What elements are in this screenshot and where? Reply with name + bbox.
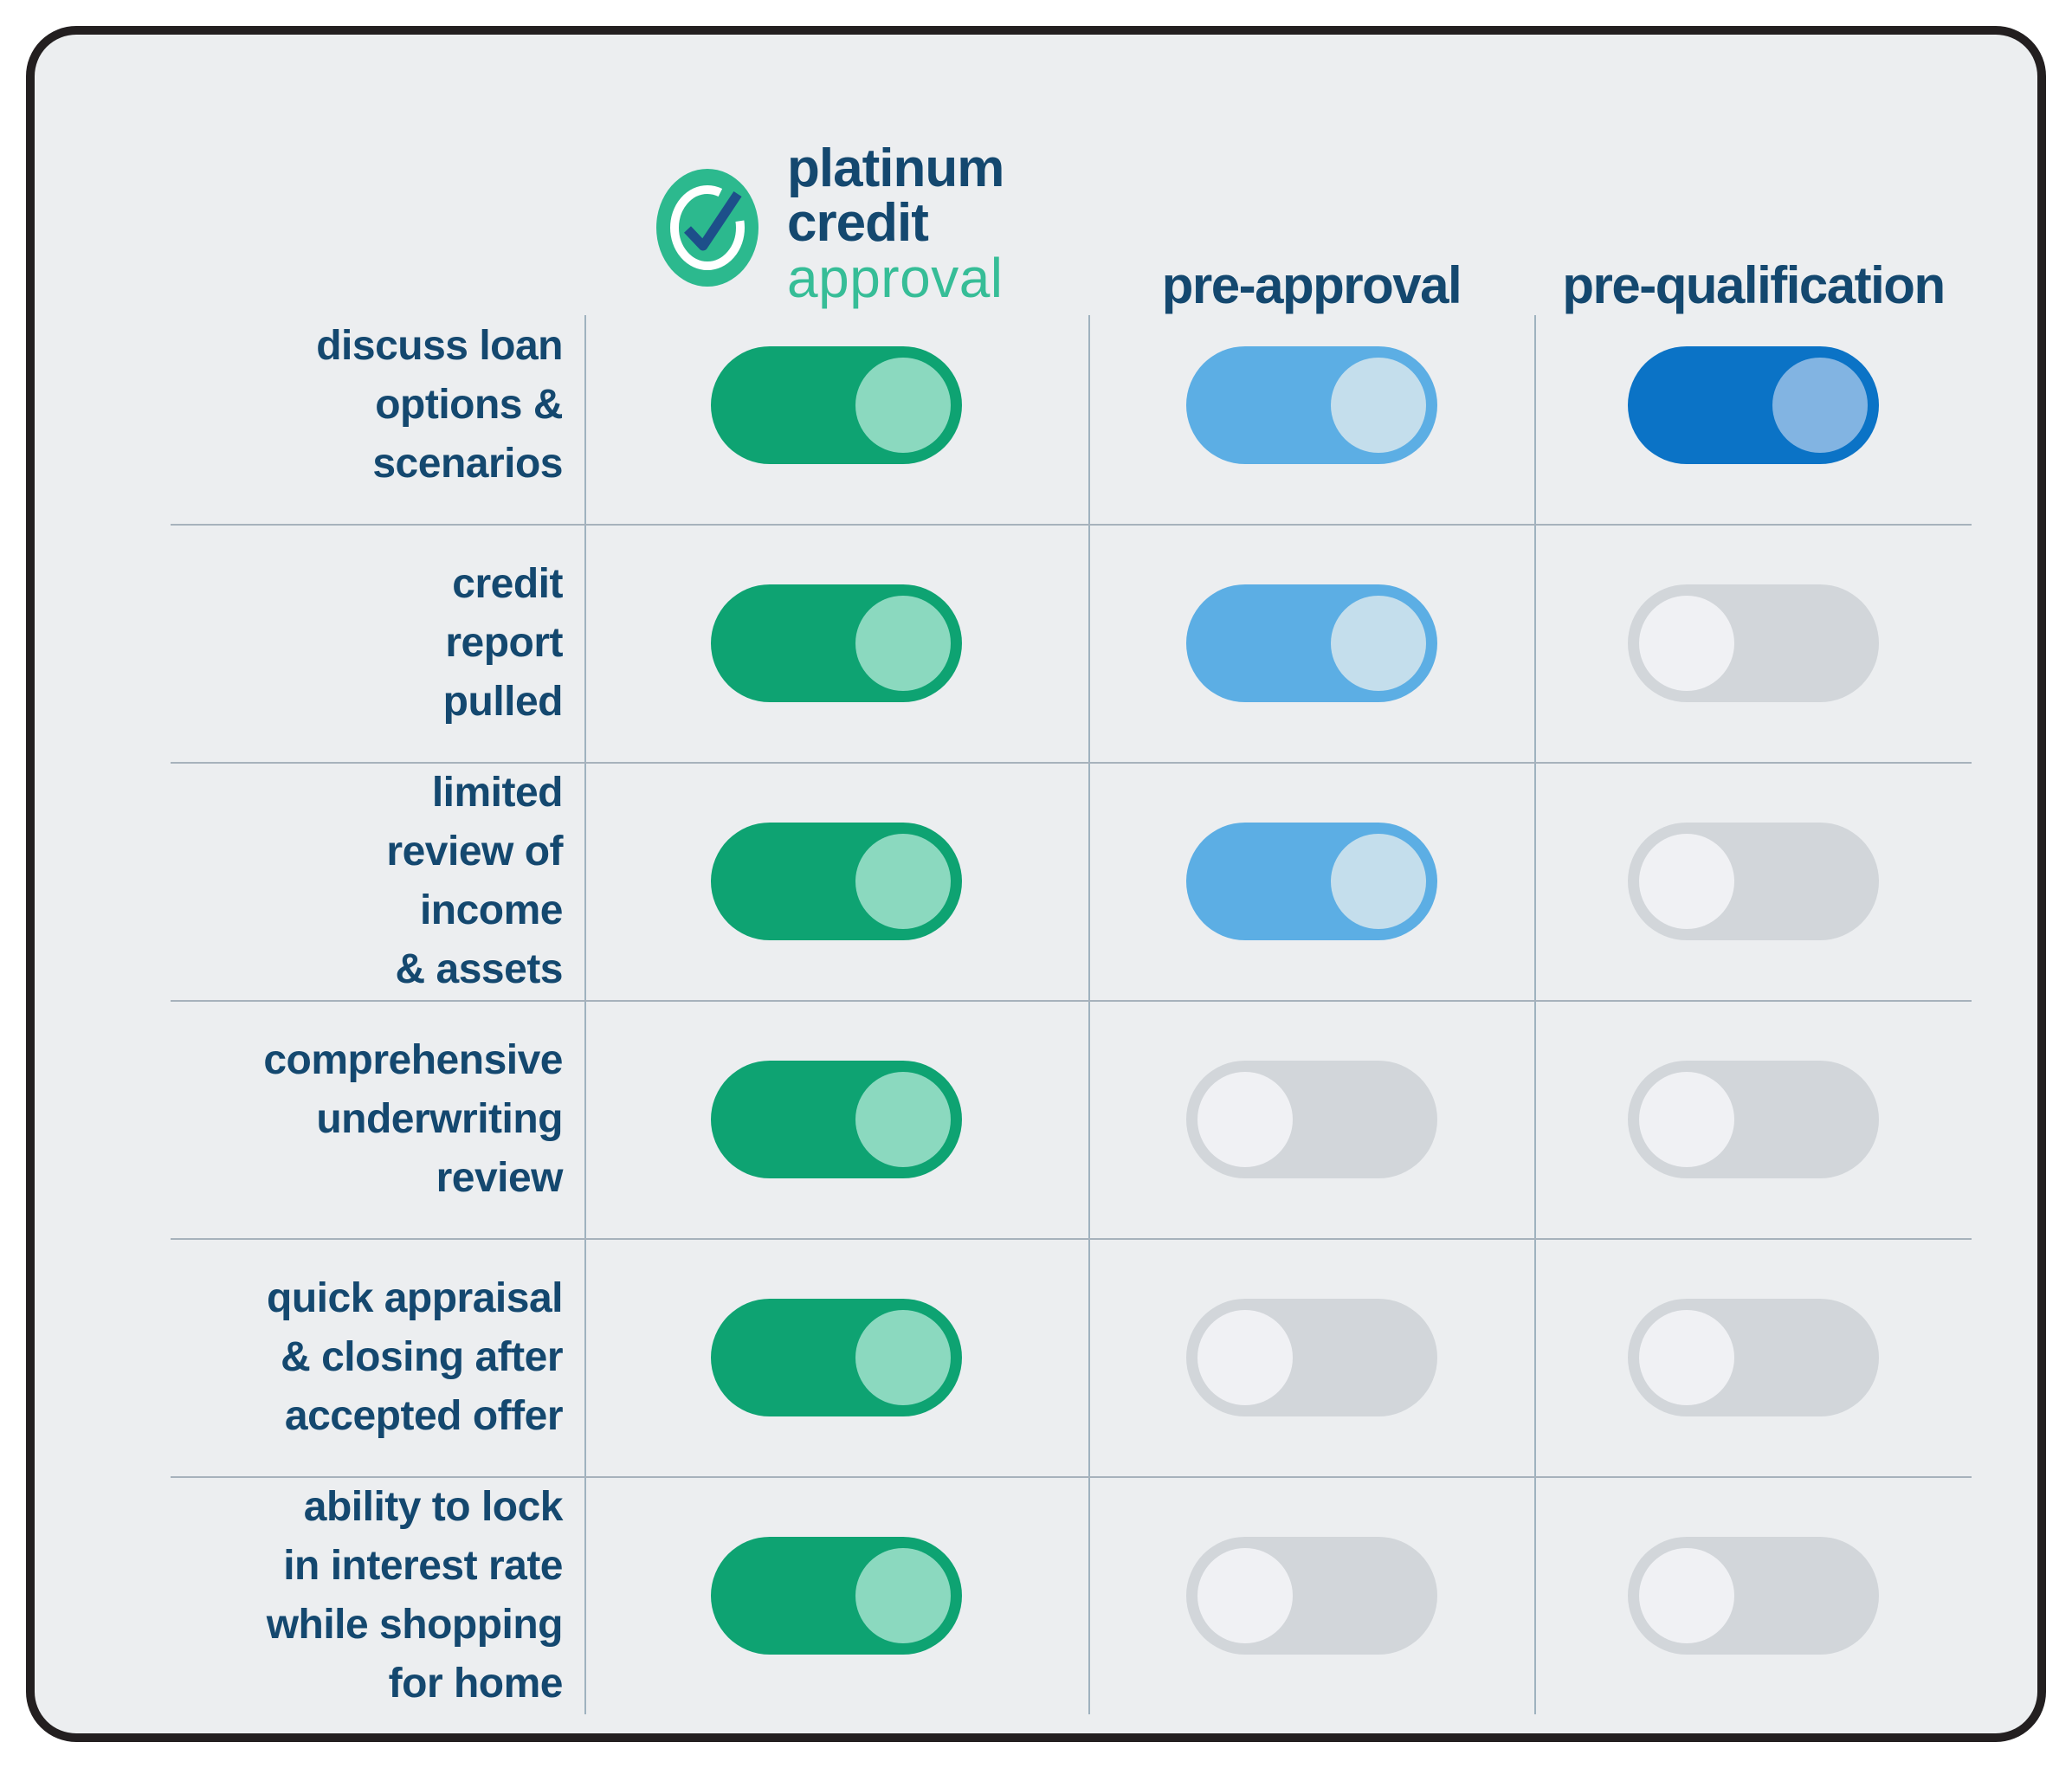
feature-row-label-cell: ability to lock in interest rate while s…: [69, 1476, 584, 1714]
platinum-credit-approval-logo: platinum credit approval: [656, 141, 1004, 306]
toggle-pre-approval[interactable]: [1185, 1536, 1437, 1655]
row-divider: [171, 762, 1972, 764]
toggle-pre-approval[interactable]: [1185, 345, 1437, 464]
toggle-knob: [1197, 1547, 1293, 1643]
feature-row-label-cell: credit report pulled: [69, 524, 584, 762]
toggle-cell-pre-approval: [1088, 1000, 1534, 1238]
toggle-pre-approval[interactable]: [1185, 822, 1437, 940]
toggle-platinum-credit-approval[interactable]: [711, 345, 962, 464]
row-label: limited review of income & assets: [386, 769, 563, 992]
header-spacer: [69, 92, 584, 286]
check-circle-icon: [656, 169, 758, 287]
column-divider: [1534, 315, 1536, 1714]
toggle-cell-pre-qualification: [1534, 524, 1972, 762]
toggle-cell-pre-qualification: [1534, 286, 1972, 524]
toggle-cell-platinum-credit-approval: [584, 1000, 1088, 1238]
toggle-knob: [855, 1309, 951, 1405]
logo-word-platinum: platinum: [787, 139, 1004, 198]
row-divider: [171, 1000, 1972, 1002]
feature-row-label-cell: quick appraisal & closing after accepted…: [69, 1238, 584, 1476]
row-label: discuss loan options & scenarios: [316, 322, 563, 487]
row-label: quick appraisal & closing after accepted…: [267, 1274, 563, 1439]
toggle-pre-qualification[interactable]: [1628, 584, 1879, 702]
logo-word-approval: approval: [787, 247, 1004, 309]
toggle-platinum-credit-approval[interactable]: [711, 1536, 962, 1655]
toggle-cell-pre-qualification: [1534, 1476, 1972, 1714]
toggle-platinum-credit-approval[interactable]: [711, 1298, 962, 1416]
toggle-knob: [855, 1071, 951, 1167]
toggle-knob: [1772, 357, 1868, 453]
toggle-cell-platinum-credit-approval: [584, 1238, 1088, 1476]
row-divider: [171, 1238, 1972, 1240]
toggle-pre-qualification[interactable]: [1628, 1536, 1879, 1655]
toggle-cell-pre-approval: [1088, 762, 1534, 1000]
toggle-platinum-credit-approval[interactable]: [711, 822, 962, 940]
row-label: comprehensive underwriting review: [263, 1036, 563, 1201]
toggle-cell-platinum-credit-approval: [584, 762, 1088, 1000]
toggle-knob: [1639, 833, 1734, 929]
column-header-pre-qualification: pre-qualification: [1562, 256, 1946, 314]
column-divider: [1088, 315, 1090, 1714]
toggle-knob: [1330, 833, 1426, 929]
logo-text: platinum credit approval: [787, 141, 1004, 306]
toggle-knob: [1639, 595, 1734, 691]
row-label: ability to lock in interest rate while s…: [266, 1483, 564, 1707]
toggle-knob: [1197, 1071, 1293, 1167]
row-divider: [171, 1476, 1972, 1478]
toggle-pre-approval[interactable]: [1185, 1298, 1437, 1416]
column-header-pre-approval: pre-approval: [1161, 256, 1462, 314]
toggle-cell-platinum-credit-approval: [584, 1476, 1088, 1714]
toggle-pre-qualification[interactable]: [1628, 1298, 1879, 1416]
toggle-knob: [1197, 1309, 1293, 1405]
feature-row-label-cell: discuss loan options & scenarios: [69, 286, 584, 524]
toggle-cell-platinum-credit-approval: [584, 524, 1088, 762]
toggle-platinum-credit-approval[interactable]: [711, 584, 962, 702]
row-divider: [171, 524, 1972, 526]
toggle-knob: [1330, 595, 1426, 691]
toggle-cell-pre-qualification: [1534, 762, 1972, 1000]
feature-row-label-cell: comprehensive underwriting review: [69, 1000, 584, 1238]
toggle-knob: [855, 595, 951, 691]
row-label: credit report pulled: [442, 560, 564, 725]
toggle-knob: [855, 357, 951, 453]
toggle-pre-approval[interactable]: [1185, 1060, 1437, 1178]
toggle-pre-qualification[interactable]: [1628, 345, 1879, 464]
toggle-cell-pre-approval: [1088, 1476, 1534, 1714]
toggle-pre-qualification[interactable]: [1628, 1060, 1879, 1178]
toggle-platinum-credit-approval[interactable]: [711, 1060, 962, 1178]
toggle-cell-pre-qualification: [1534, 1238, 1972, 1476]
toggle-cell-pre-approval: [1088, 286, 1534, 524]
comparison-card: platinum credit approval pre-approval pr…: [26, 26, 2046, 1742]
header-cell-pre-qualification: pre-qualification: [1534, 92, 1972, 314]
toggle-knob: [855, 833, 951, 929]
toggle-pre-approval[interactable]: [1185, 584, 1437, 702]
column-divider: [584, 315, 586, 1714]
comparison-table: platinum credit approval pre-approval pr…: [69, 92, 1972, 1714]
feature-row-label-cell: limited review of income & assets: [69, 762, 584, 1000]
toggle-cell-platinum-credit-approval: [584, 286, 1088, 524]
toggle-cell-pre-approval: [1088, 524, 1534, 762]
toggle-cell-pre-approval: [1088, 1238, 1534, 1476]
toggle-knob: [1639, 1309, 1734, 1405]
header-platinum-credit-approval: platinum credit approval: [584, 92, 1088, 306]
header-cell-pre-approval: pre-approval: [1088, 92, 1534, 314]
toggle-knob: [1639, 1547, 1734, 1643]
toggle-pre-qualification[interactable]: [1628, 822, 1879, 940]
toggle-cell-pre-qualification: [1534, 1000, 1972, 1238]
toggle-knob: [1639, 1071, 1734, 1167]
logo-word-credit: credit: [787, 193, 929, 253]
toggle-knob: [855, 1547, 951, 1643]
toggle-knob: [1330, 357, 1426, 453]
